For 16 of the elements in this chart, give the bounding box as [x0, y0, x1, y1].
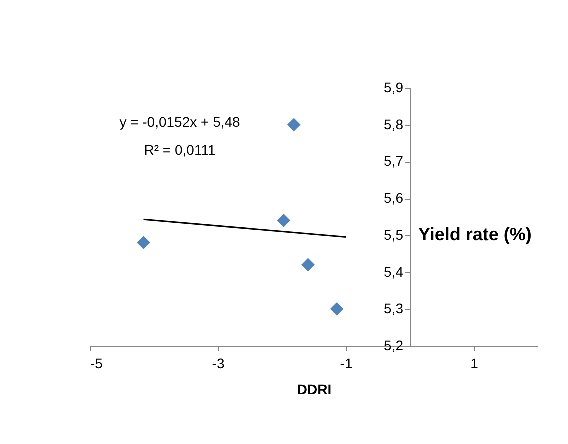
x-axis-title: DDRI: [297, 382, 332, 398]
y-tick-label: 5,2: [384, 338, 404, 354]
y-tick-label: 5,3: [384, 300, 404, 317]
x-tick-label: -1: [340, 356, 353, 372]
y-tick-label: 5,7: [384, 153, 404, 170]
x-tick-label: 1: [470, 356, 479, 372]
y-tick-label: 5,5: [384, 226, 404, 243]
y-tick-label: 5,9: [384, 80, 404, 96]
y-axis-title: Yield rate (%): [418, 224, 532, 245]
annotation: y = -0,0152x + 5,48: [120, 114, 241, 130]
y-tick-label: 5,4: [384, 264, 404, 280]
x-tick-label: -3: [212, 356, 225, 372]
y-tick-label: 5,8: [384, 116, 404, 132]
x-tick-label: -5: [90, 356, 104, 372]
annotation: R² = 0,0111: [144, 142, 216, 158]
y-tick-label: 5,6: [384, 190, 404, 206]
